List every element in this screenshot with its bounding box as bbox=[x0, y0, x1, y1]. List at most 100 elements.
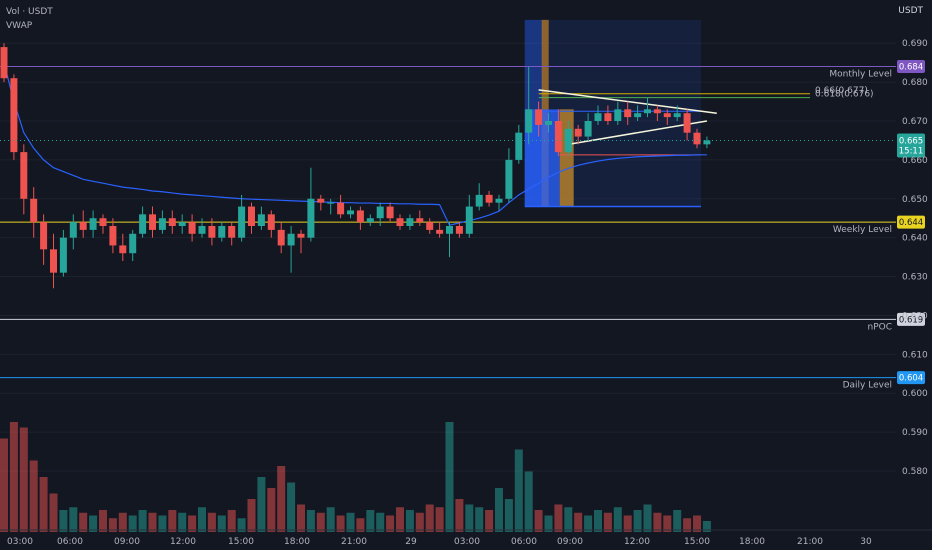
level-name: Weekly Level bbox=[833, 225, 892, 235]
level-badge-text: 0.604 bbox=[899, 374, 923, 384]
y-tick-label: 0.590 bbox=[902, 428, 928, 438]
x-tick-label: 30 bbox=[860, 537, 872, 547]
volume-bar bbox=[603, 512, 612, 532]
volume-bar bbox=[613, 507, 622, 532]
y-tick-label: 0.680 bbox=[902, 78, 928, 88]
level-badge-text: 0.619 bbox=[899, 315, 923, 325]
x-tick-label: 15:00 bbox=[228, 537, 254, 547]
level-name: Daily Level bbox=[843, 381, 892, 391]
volume-bar bbox=[673, 510, 682, 532]
volume-bar bbox=[633, 510, 642, 532]
candle-body bbox=[416, 218, 424, 223]
volume-bar bbox=[415, 512, 424, 532]
y-tick-label: 0.600 bbox=[902, 389, 928, 399]
volume-bar bbox=[465, 504, 474, 532]
volume-bar bbox=[475, 507, 484, 532]
volume-bar bbox=[69, 507, 78, 532]
x-tick-label: 29 bbox=[405, 537, 417, 547]
y-tick-label: 0.660 bbox=[902, 156, 928, 166]
volume-bar bbox=[237, 518, 246, 532]
level-badge-text: 0.684 bbox=[899, 63, 923, 73]
vwap-legend: VWAP bbox=[6, 21, 33, 31]
volume-bar bbox=[534, 510, 543, 532]
volume-bar bbox=[227, 510, 236, 532]
x-tick-label: 03:00 bbox=[7, 537, 33, 547]
x-tick-label: 06:00 bbox=[57, 537, 83, 547]
candle-body bbox=[505, 159, 513, 199]
x-tick-label: 12:00 bbox=[170, 537, 196, 547]
x-tick-label: 18:00 bbox=[284, 537, 310, 547]
candle-body bbox=[208, 226, 216, 238]
candle-body bbox=[703, 140, 711, 145]
volume-bar bbox=[594, 510, 602, 532]
volume-bar bbox=[306, 510, 315, 532]
volume-bar bbox=[445, 422, 454, 532]
candle-body bbox=[228, 226, 236, 238]
volume-bar bbox=[29, 460, 38, 532]
candle-body bbox=[257, 214, 265, 226]
candle-body bbox=[396, 218, 404, 226]
volume-bar bbox=[297, 504, 305, 532]
volume-bar bbox=[425, 504, 434, 532]
candle-body bbox=[40, 222, 48, 250]
y-tick-label: 0.630 bbox=[902, 273, 928, 283]
volume-bar bbox=[277, 466, 286, 532]
volume-bar bbox=[514, 449, 523, 532]
volume-bar bbox=[435, 507, 444, 532]
volume-bar bbox=[376, 512, 385, 532]
volume-bar bbox=[0, 438, 8, 532]
candle-body bbox=[89, 218, 97, 230]
level-badge bbox=[897, 312, 925, 326]
candle-body bbox=[0, 47, 8, 79]
volume-bar bbox=[326, 507, 335, 532]
x-tick-label: 06:00 bbox=[511, 537, 537, 547]
volume-bar bbox=[39, 477, 48, 532]
volume-bar bbox=[574, 512, 583, 532]
volume-bar bbox=[524, 471, 533, 532]
fib-label: 0.618(0.676) bbox=[815, 90, 874, 100]
current-price-text: 0.665 bbox=[899, 136, 923, 146]
volume-bar bbox=[455, 499, 464, 532]
candle-body bbox=[356, 210, 364, 223]
candle-body bbox=[683, 113, 691, 133]
candle-body bbox=[554, 121, 562, 153]
volume-bar bbox=[564, 507, 573, 532]
candle-body bbox=[485, 194, 493, 203]
candle-body bbox=[10, 78, 18, 153]
level-badge-text: 0.644 bbox=[899, 218, 923, 228]
x-tick-label: 21:00 bbox=[797, 537, 823, 547]
volume-bar bbox=[9, 422, 18, 532]
candle-body bbox=[188, 222, 196, 234]
volume-bar bbox=[138, 510, 147, 532]
candle-body bbox=[644, 109, 651, 114]
volume-bar bbox=[148, 512, 157, 532]
candle-body bbox=[515, 132, 523, 160]
volume-bar bbox=[623, 515, 632, 532]
volume-bar bbox=[188, 515, 197, 532]
candle-body bbox=[426, 222, 434, 230]
volume-bar bbox=[693, 515, 701, 532]
candle-body bbox=[693, 132, 701, 145]
y-tick-label: 0.690 bbox=[902, 39, 928, 49]
level-badge bbox=[897, 371, 925, 385]
volume-bar bbox=[405, 510, 414, 532]
candle-body bbox=[178, 222, 186, 226]
x-tick-label: 15:00 bbox=[684, 537, 710, 547]
volume-bar bbox=[316, 512, 325, 532]
volume-bar bbox=[386, 515, 395, 532]
candle-body bbox=[238, 206, 246, 238]
candle-body bbox=[30, 198, 38, 223]
candle-body bbox=[495, 198, 503, 203]
candle-body bbox=[129, 233, 137, 254]
candle-body bbox=[436, 229, 444, 234]
candle-body bbox=[119, 245, 127, 254]
volume-bar bbox=[643, 504, 652, 532]
candle-body bbox=[307, 198, 315, 238]
x-tick-label: 21:00 bbox=[341, 537, 367, 547]
volume-bar bbox=[128, 515, 137, 532]
candle-body bbox=[663, 113, 671, 118]
candle-body bbox=[158, 218, 166, 230]
candle-body bbox=[545, 121, 552, 125]
candle-body bbox=[50, 249, 57, 273]
